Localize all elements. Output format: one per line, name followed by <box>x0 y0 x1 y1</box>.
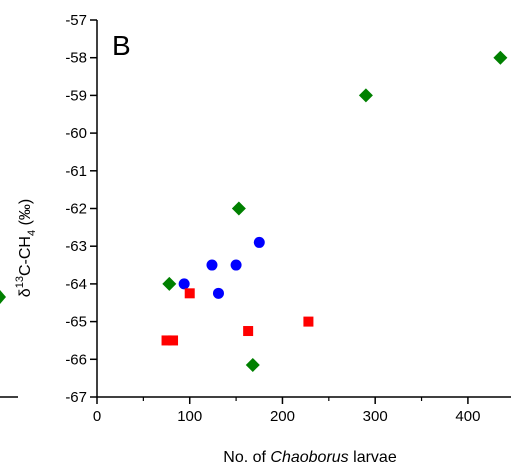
x-axis-title-suffix: larvae <box>349 449 397 466</box>
data-point-diamond <box>493 50 508 65</box>
y-tick-label: -57 <box>65 12 87 29</box>
panel-letter: B <box>112 30 131 61</box>
y-axis-title-delta: δ <box>17 288 34 297</box>
y-axis-title-sup: 13 <box>14 276 26 288</box>
y-axis-title: δ13C-CH4 (‰) <box>14 199 38 297</box>
x-axis-title-italic: Chaoborus <box>270 449 348 466</box>
y-tick-label: -62 <box>65 201 87 218</box>
y-tick-label: -59 <box>65 87 87 104</box>
y-tick-label: -63 <box>65 238 87 255</box>
y-tick-label: -61 <box>65 163 87 180</box>
data-point-square <box>303 316 314 327</box>
y-tick-label: -60 <box>65 125 87 142</box>
x-tick-label: 100 <box>177 408 202 425</box>
data-point-square <box>243 326 254 337</box>
y-tick-label: -66 <box>65 351 87 368</box>
adjacent-panel-diamond-marker <box>0 290 6 304</box>
x-axis-title: No. of Chaoborus larvae <box>223 449 397 466</box>
y-tick-label: -58 <box>65 50 87 67</box>
data-point-circle <box>178 278 190 290</box>
data-marks <box>161 50 508 372</box>
y-tick-label: -65 <box>65 314 87 331</box>
x-tick-label: 200 <box>270 408 295 425</box>
x-tick-label: 0 <box>93 408 101 425</box>
x-tick-label: 400 <box>455 408 480 425</box>
y-tick-label: -67 <box>65 389 87 406</box>
data-point-square <box>184 288 195 299</box>
y-axis-title-mid: C-CH <box>17 236 34 276</box>
data-point-diamond <box>358 88 373 103</box>
ticks-group: -57 -58 -59 -60 -61 -62 -63 -64 -65 -66 -67 0 100 200… <box>65 12 480 425</box>
y-tick-label: -64 <box>65 276 87 293</box>
data-point-square <box>161 335 172 346</box>
data-point-diamond <box>245 357 260 372</box>
data-point-circle <box>212 287 224 299</box>
y-axis-title-sub: 4 <box>26 230 38 236</box>
y-axis-title-unit: (‰) <box>17 199 34 230</box>
data-point-circle <box>253 236 265 248</box>
data-point-circle <box>206 259 218 271</box>
x-tick-label: 300 <box>363 408 388 425</box>
data-point-square <box>168 335 179 346</box>
data-point-circle <box>230 259 242 271</box>
axes-group <box>96 20 511 398</box>
x-axis-title-prefix: No. of <box>223 449 270 466</box>
data-point-diamond <box>231 201 246 216</box>
data-point-diamond <box>162 276 177 291</box>
